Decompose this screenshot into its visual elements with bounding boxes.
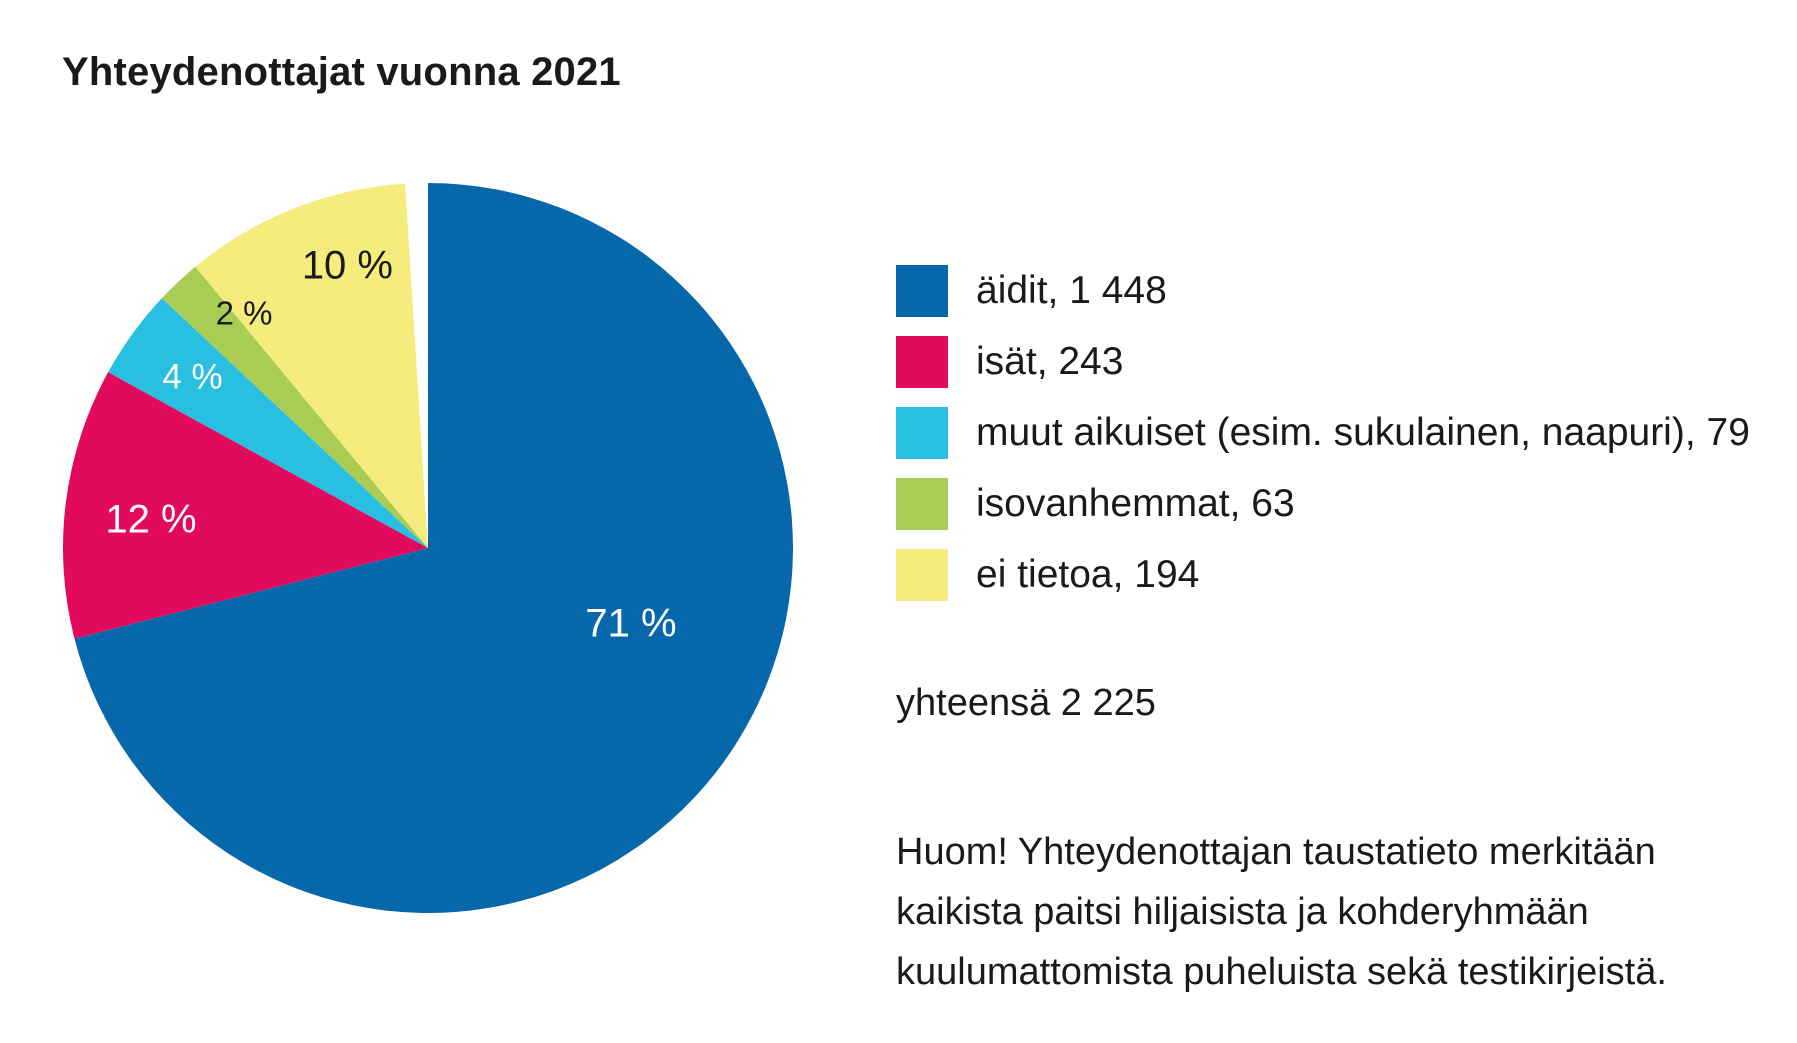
- svg-text:4 %: 4 %: [162, 357, 222, 396]
- svg-text:12 %: 12 %: [105, 498, 196, 542]
- svg-text:10 %: 10 %: [302, 244, 393, 288]
- svg-text:71 %: 71 %: [585, 602, 676, 646]
- svg-text:2 %: 2 %: [216, 294, 273, 331]
